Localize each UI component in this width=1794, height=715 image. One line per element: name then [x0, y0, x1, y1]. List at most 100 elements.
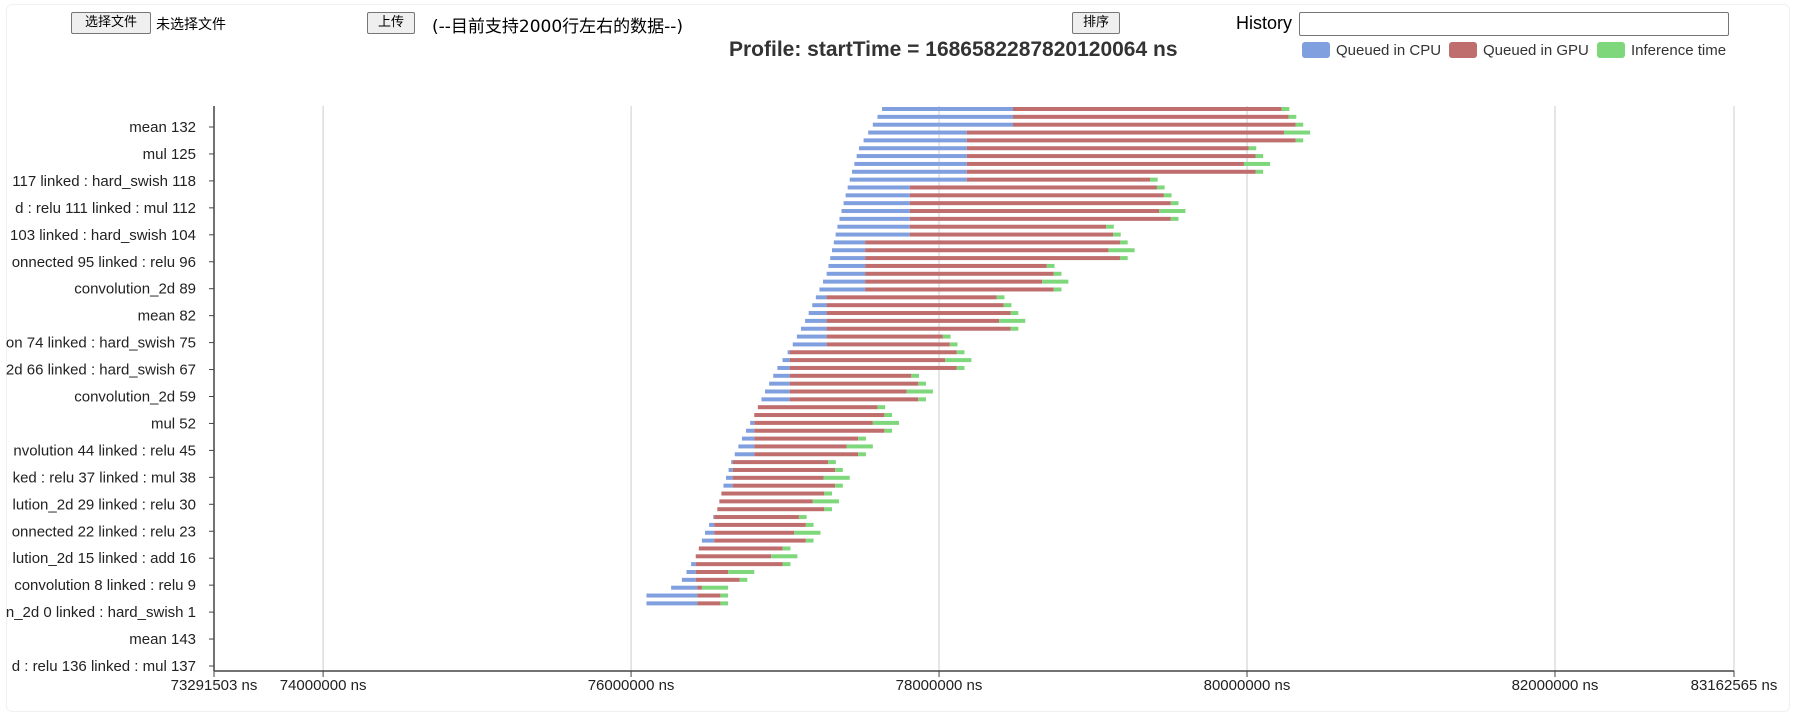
bar-cpu: [835, 232, 910, 237]
bar-inference: [1010, 326, 1019, 331]
bar-inference: [1150, 177, 1158, 182]
y-tick-label: lution_2d 29 linked : relu 30: [13, 496, 196, 513]
bar-gpu: [714, 522, 806, 527]
bar-gpu: [789, 373, 912, 378]
bar-cpu: [845, 193, 910, 198]
bar-inference: [1283, 130, 1311, 135]
history-input[interactable]: [1299, 12, 1729, 36]
bar-cpu: [765, 389, 790, 394]
bar-inference: [1053, 287, 1062, 292]
y-tick-label: 117 linked : hard_swish 118: [12, 173, 196, 190]
y-tick-label: d : relu 136 linked : mul 137: [12, 658, 196, 675]
bar-inference: [1106, 224, 1114, 229]
bar-inference: [877, 405, 886, 410]
legend-label-inference: Inference time: [1631, 41, 1727, 59]
bar-cpu: [882, 107, 1013, 111]
bar-inference: [858, 452, 866, 457]
bar-inference: [824, 491, 833, 496]
bar-gpu: [695, 569, 729, 574]
bar-gpu: [754, 413, 885, 418]
bar-cpu: [847, 185, 910, 190]
bar-cpu: [819, 287, 866, 292]
bar-gpu: [754, 444, 847, 449]
bar-cpu: [773, 373, 790, 378]
bar-gpu: [721, 491, 825, 496]
bar-inference: [701, 585, 729, 590]
bar-inference: [1243, 161, 1271, 166]
bar-cpu: [828, 263, 866, 268]
bar-inference: [911, 373, 920, 378]
bar-inference: [1042, 279, 1069, 284]
bar-cpu: [808, 311, 827, 316]
bar-inference: [858, 436, 866, 441]
y-tick-label: n_2d 0 linked : hard_swish 1: [6, 604, 196, 621]
bar-inference: [782, 546, 791, 551]
history-label: History: [1236, 13, 1293, 33]
bar-cpu: [812, 303, 827, 308]
bar-inference: [1255, 154, 1264, 159]
legend-label-cpu: Queued in CPU: [1336, 41, 1442, 59]
bar-gpu: [865, 248, 1109, 253]
bar-gpu: [966, 177, 1151, 182]
bar-gpu: [826, 295, 997, 300]
bar-gpu: [789, 397, 919, 402]
bar-cpu: [856, 154, 967, 159]
bar-gpu: [826, 318, 1000, 323]
bar-cpu: [701, 538, 715, 543]
bar-cpu: [746, 428, 755, 433]
bar-cpu: [841, 209, 910, 214]
x-tick-label: 80000000 ns: [1204, 677, 1291, 694]
bar-inference: [884, 413, 893, 418]
choose-file-button[interactable]: 选择文件: [71, 12, 151, 34]
legend-item-cpu: Queued in CPU: [1302, 41, 1441, 59]
bar-gpu: [789, 358, 946, 363]
bar-inference: [1248, 146, 1257, 151]
bar-cpu: [849, 177, 967, 182]
legend-label-gpu: Queued in GPU: [1483, 41, 1589, 59]
bar-cpu: [854, 161, 967, 166]
bar-gpu: [909, 193, 1164, 198]
bar-gpu: [909, 224, 1107, 229]
bar-gpu: [714, 538, 806, 543]
y-tick-label: mean 143: [129, 631, 196, 648]
no-file-text: 未选择文件: [156, 17, 226, 33]
bar-cpu: [872, 122, 1013, 127]
bar-cpu: [691, 562, 696, 567]
bar-gpu: [865, 279, 1043, 284]
bar-cpu: [815, 295, 827, 300]
bar-cpu: [800, 326, 827, 331]
sort-button[interactable]: 排序: [1072, 12, 1120, 34]
bar-inference: [835, 467, 843, 472]
bar-inference: [824, 507, 833, 512]
bar-cpu: [792, 342, 827, 347]
bar-cpu: [830, 256, 866, 261]
bar-inference: [1053, 271, 1062, 276]
bar-gpu: [695, 577, 740, 582]
bar-cpu: [832, 248, 866, 253]
bar-gpu: [789, 365, 957, 370]
bar-inference: [918, 381, 926, 386]
y-tick-label: on 74 linked : hard_swish 75: [6, 335, 196, 352]
bar-cpu: [761, 397, 790, 402]
bar-gpu: [732, 460, 829, 465]
bar-inference: [945, 358, 972, 363]
upload-button[interactable]: 上传: [367, 12, 415, 34]
bar-gpu: [789, 389, 907, 394]
x-tick-label: 73291503 ns: [171, 677, 258, 694]
bar-gpu: [865, 263, 1047, 268]
bar-inference: [1159, 209, 1186, 214]
chart-title: Profile: startTime = 1686582287820120064…: [729, 38, 1178, 61]
bar-gpu: [1012, 107, 1282, 111]
bar-cpu: [787, 350, 790, 355]
bar-inference: [805, 538, 814, 543]
legend-swatch-cpu: [1302, 42, 1330, 58]
bar-gpu: [909, 232, 1114, 237]
bar-inference: [798, 515, 807, 520]
bar-gpu: [719, 499, 813, 504]
bar-cpu: [769, 381, 790, 386]
bar-cpu: [671, 585, 698, 590]
y-tick-label: convolution 8 linked : relu 9: [14, 577, 196, 594]
bar-cpu: [826, 271, 866, 276]
bar-inference: [1170, 216, 1179, 221]
